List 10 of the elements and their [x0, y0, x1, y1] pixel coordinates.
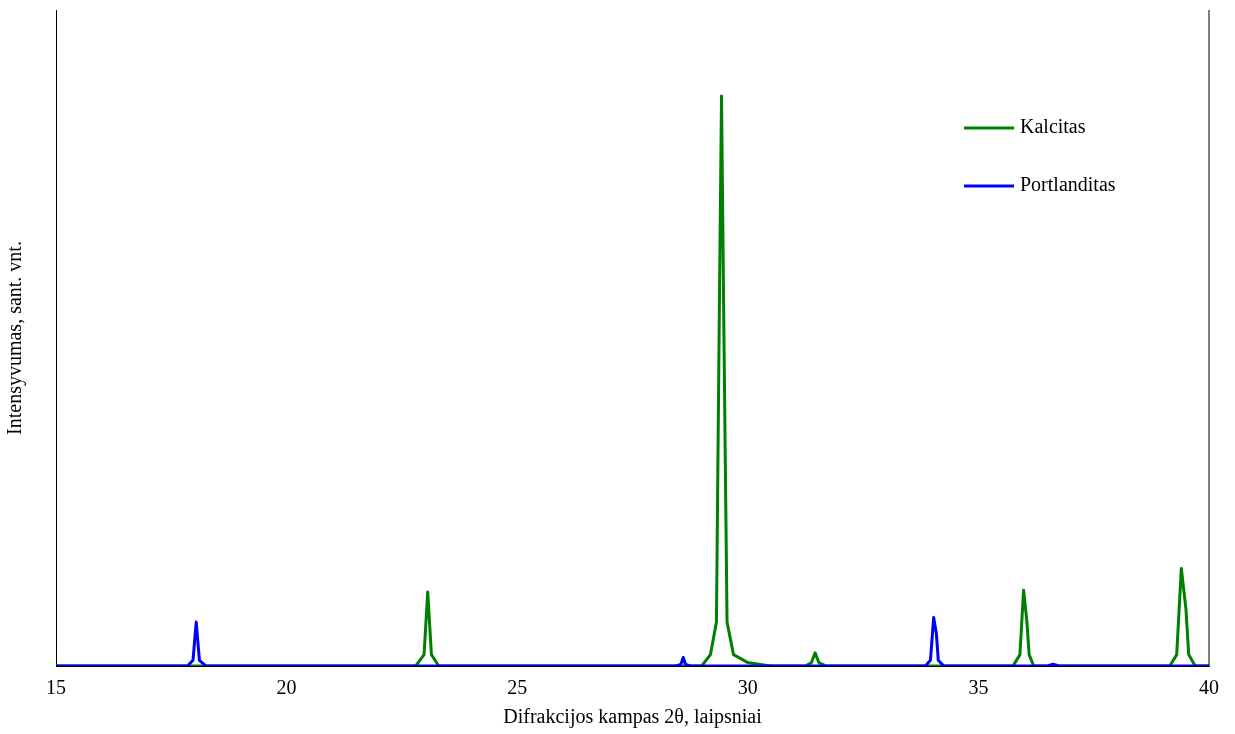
x-tick-label: 20 — [276, 676, 297, 699]
x-tick-label: 30 — [737, 676, 758, 699]
x-axis-title: Difrakcijos kampas 2θ, laipsniai — [503, 705, 763, 729]
x-tick-label: 35 — [968, 676, 989, 699]
y-axis-title: Intensyvumas, sant. vnt. — [3, 241, 27, 435]
x-tick-label: 15 — [46, 676, 66, 699]
x-tick-label: 25 — [507, 676, 528, 699]
legend-label: Portlanditas — [1020, 173, 1116, 196]
legend-label: Kalcitas — [1020, 115, 1086, 138]
x-tick-label: 40 — [1199, 676, 1219, 699]
